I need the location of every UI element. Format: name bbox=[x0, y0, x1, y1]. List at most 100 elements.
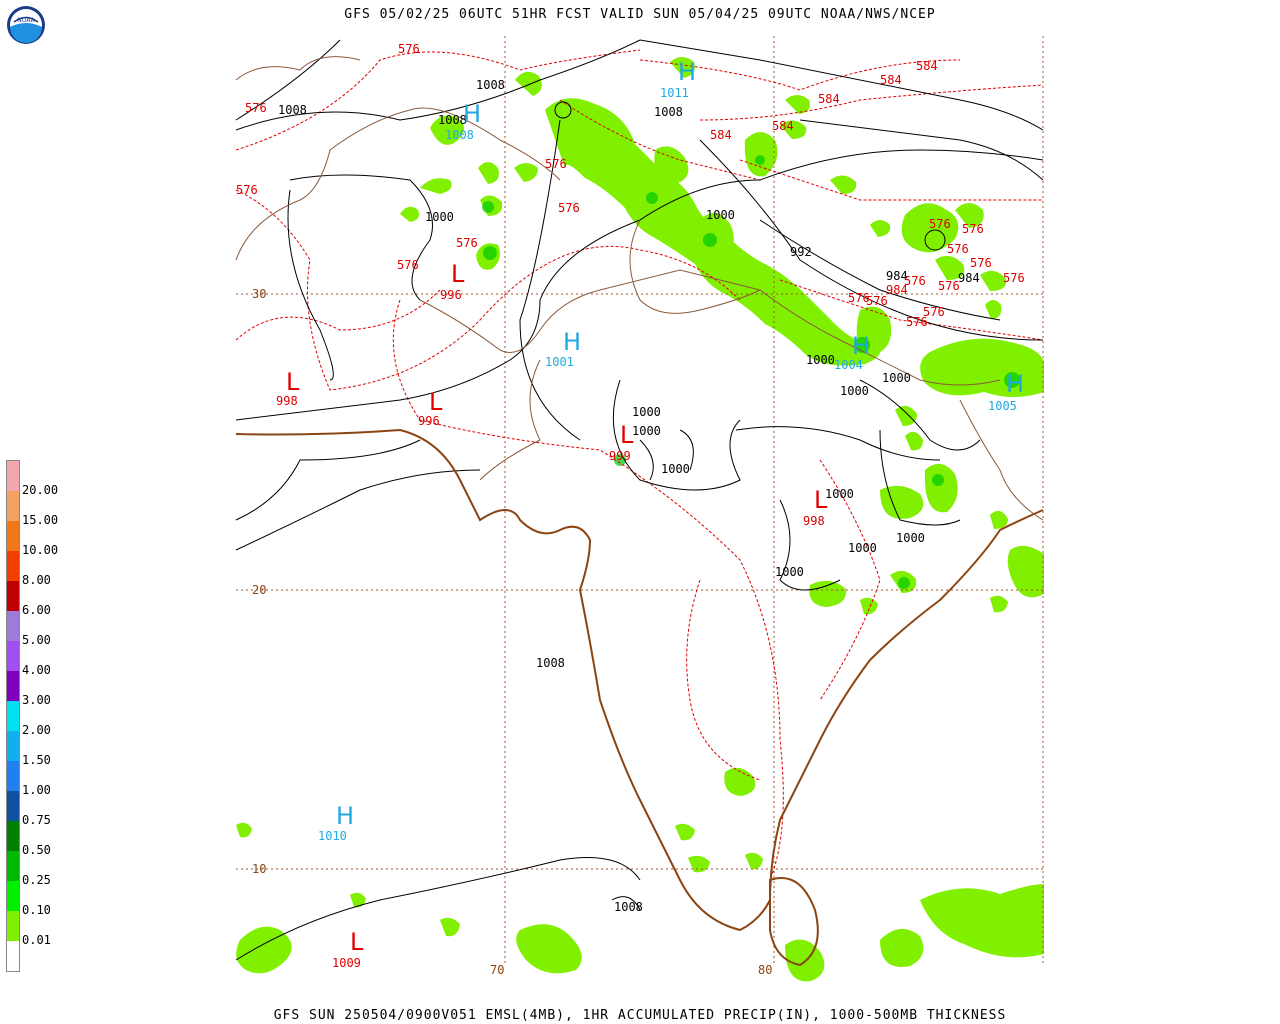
isobar-label: 1000 bbox=[848, 541, 877, 555]
thickness-label: 584 bbox=[880, 73, 902, 87]
thickness-label: 584 bbox=[710, 128, 732, 142]
legend-swatch bbox=[7, 911, 19, 941]
legend-swatch bbox=[7, 791, 19, 821]
legend-swatch bbox=[7, 731, 19, 761]
legend-swatch bbox=[7, 851, 19, 881]
legend-label: 15.00 bbox=[22, 513, 59, 527]
thickness-label: 584 bbox=[818, 92, 840, 106]
legend-swatch bbox=[7, 761, 19, 791]
isobar-label: 984 bbox=[958, 271, 980, 285]
legend-label: 0.25 bbox=[22, 873, 51, 887]
svg-text:H: H bbox=[1006, 370, 1024, 398]
legend-swatch bbox=[7, 701, 19, 731]
lat-label-30: 30 bbox=[252, 287, 266, 301]
legend-label: 8.00 bbox=[22, 573, 51, 587]
isobar-label: 1000 bbox=[806, 353, 835, 367]
thickness-label: 576 bbox=[929, 217, 951, 231]
isobar-label: 1008 bbox=[654, 105, 683, 119]
thickness-label: 576 bbox=[938, 279, 960, 293]
thickness-labels: 576 576 576 576 576 576 576 576 584 584 … bbox=[236, 42, 1025, 329]
legend-label: 0.10 bbox=[22, 903, 51, 917]
lon-label-80: 80 bbox=[758, 963, 772, 977]
legend-label: 10.00 bbox=[22, 543, 59, 557]
legend-swatch bbox=[7, 941, 19, 971]
thickness-label: 576 bbox=[1003, 271, 1025, 285]
isobar-label: 1000 bbox=[706, 208, 735, 222]
thickness-label: 576 bbox=[947, 242, 969, 256]
isobar-label: 1000 bbox=[840, 384, 869, 398]
thickness-label: 584 bbox=[772, 119, 794, 133]
precip-areas bbox=[236, 57, 1044, 982]
thickness-label: 576 bbox=[906, 315, 928, 329]
legend-label: 0.50 bbox=[22, 843, 51, 857]
svg-text:H: H bbox=[563, 328, 581, 356]
isobars bbox=[235, 39, 1044, 961]
svg-text:L: L bbox=[286, 368, 300, 396]
legend-label: 1.00 bbox=[22, 783, 51, 797]
isobar-label: 1008 bbox=[278, 103, 307, 117]
legend-swatch bbox=[7, 881, 19, 911]
svg-text:1004: 1004 bbox=[834, 358, 863, 372]
low-center: 984 bbox=[886, 283, 908, 297]
isobar-label: 992 bbox=[790, 245, 812, 259]
lat-lon-grid bbox=[236, 36, 1044, 966]
noaa-logo-icon: NOAA bbox=[7, 6, 45, 44]
svg-text:984: 984 bbox=[886, 283, 908, 297]
svg-text:L: L bbox=[429, 388, 443, 416]
isobar-label: 984 bbox=[886, 269, 908, 283]
legend-swatch bbox=[7, 491, 19, 521]
isobar-label: 1000 bbox=[632, 405, 661, 419]
isobar-label: 1008 bbox=[438, 113, 467, 127]
legend-label: 1.50 bbox=[22, 753, 51, 767]
lat-labels: 30 20 10 70 80 bbox=[252, 287, 772, 977]
lon-label-70: 70 bbox=[490, 963, 504, 977]
map-caption: GFS SUN 250504/0900V051 EMSL(4MB), 1HR A… bbox=[273, 1008, 1007, 1023]
svg-text:1008: 1008 bbox=[445, 128, 474, 142]
isobar-label: 1008 bbox=[614, 900, 643, 914]
svg-text:H: H bbox=[678, 58, 696, 86]
isobar-label: 1000 bbox=[882, 371, 911, 385]
precip-darker bbox=[482, 155, 1020, 589]
lat-label-20: 20 bbox=[252, 583, 266, 597]
isobar-label: 1000 bbox=[825, 487, 854, 501]
legend-label: 6.00 bbox=[22, 603, 51, 617]
thickness-label: 584 bbox=[916, 59, 938, 73]
legend-swatch bbox=[7, 641, 19, 671]
thickness-label: 576 bbox=[962, 222, 984, 236]
legend-label: 5.00 bbox=[22, 633, 51, 647]
thickness-label: 576 bbox=[236, 183, 258, 197]
isobar-label: 1000 bbox=[425, 210, 454, 224]
legend-swatch bbox=[7, 581, 19, 611]
svg-text:1009: 1009 bbox=[332, 956, 361, 970]
legend-label: 3.00 bbox=[22, 693, 51, 707]
svg-text:L: L bbox=[350, 928, 364, 956]
svg-text:L: L bbox=[620, 421, 634, 449]
isobar-label: 1000 bbox=[775, 565, 804, 579]
lat-label-10: 10 bbox=[252, 862, 266, 876]
isobar-label: 1000 bbox=[632, 424, 661, 438]
thickness-label: 576 bbox=[398, 42, 420, 56]
legend-label: 20.00 bbox=[22, 483, 59, 497]
map-title: GFS 05/02/25 06UTC 51HR FCST VALID SUN 0… bbox=[344, 7, 936, 22]
isobar-label: 1008 bbox=[536, 656, 565, 670]
legend-swatch bbox=[7, 821, 19, 851]
thickness-label: 576 bbox=[848, 291, 870, 305]
isobar-label: 1000 bbox=[661, 462, 690, 476]
legend-label: 4.00 bbox=[22, 663, 51, 677]
thickness-label: 576 bbox=[970, 256, 992, 270]
precip-color-legend bbox=[6, 460, 20, 972]
svg-text:L: L bbox=[814, 486, 828, 514]
svg-text:999: 999 bbox=[609, 449, 631, 463]
thickness-label: 576 bbox=[904, 274, 926, 288]
